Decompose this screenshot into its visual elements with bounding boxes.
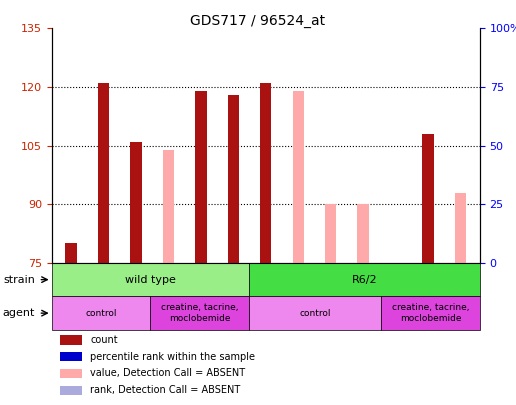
FancyBboxPatch shape	[249, 263, 480, 296]
Bar	[325, 204, 336, 263]
Bar	[260, 83, 271, 263]
Text: agent: agent	[3, 308, 35, 318]
Bar	[358, 204, 369, 263]
Text: control: control	[299, 309, 331, 318]
Bar	[293, 91, 304, 263]
Bar	[163, 149, 174, 263]
Text: R6/2: R6/2	[352, 275, 377, 285]
Text: strain: strain	[3, 275, 35, 285]
Bar	[195, 91, 206, 263]
Text: creatine, tacrine,
moclobemide: creatine, tacrine, moclobemide	[161, 303, 238, 323]
Bar	[98, 83, 109, 263]
Text: rank, Detection Call = ABSENT: rank, Detection Call = ABSENT	[90, 385, 240, 395]
Bar	[455, 192, 466, 263]
FancyBboxPatch shape	[151, 296, 249, 330]
Text: count: count	[90, 335, 118, 345]
FancyBboxPatch shape	[52, 263, 249, 296]
Bar	[60, 335, 82, 345]
FancyBboxPatch shape	[381, 296, 480, 330]
Text: value, Detection Call = ABSENT: value, Detection Call = ABSENT	[90, 369, 245, 378]
Bar	[228, 95, 239, 263]
Bar	[66, 243, 77, 263]
Bar	[60, 386, 82, 395]
Bar	[60, 352, 82, 361]
Text: GDS717 / 96524_at: GDS717 / 96524_at	[190, 14, 326, 28]
Text: percentile rank within the sample: percentile rank within the sample	[90, 352, 255, 362]
Text: control: control	[85, 309, 117, 318]
Bar	[422, 134, 433, 263]
Text: creatine, tacrine,
moclobemide: creatine, tacrine, moclobemide	[392, 303, 469, 323]
Bar	[60, 369, 82, 378]
FancyBboxPatch shape	[249, 296, 381, 330]
Bar	[130, 142, 141, 263]
Text: wild type: wild type	[125, 275, 176, 285]
FancyBboxPatch shape	[52, 296, 151, 330]
